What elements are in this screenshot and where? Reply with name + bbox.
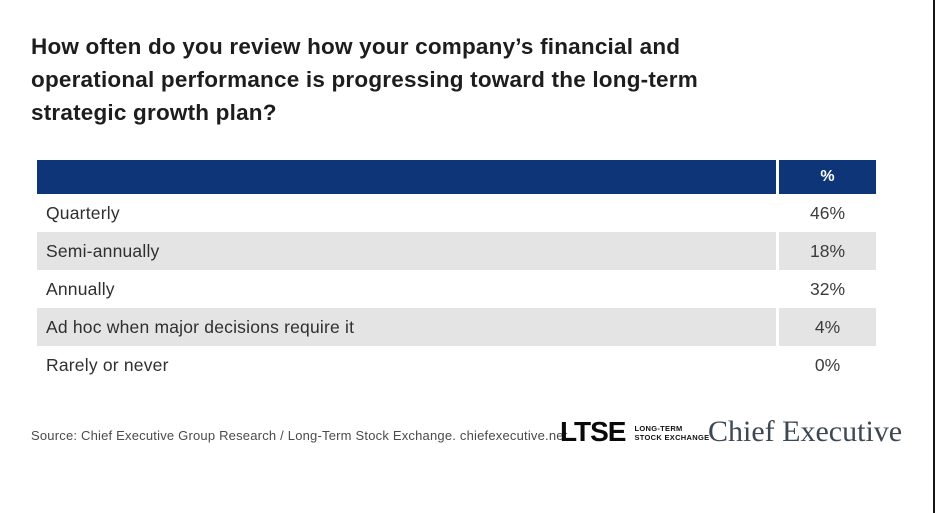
ltse-wordmark: LTSE bbox=[560, 416, 626, 447]
table-row: Annually 32% bbox=[37, 270, 876, 308]
title-line-1: How often do you review how your company… bbox=[31, 34, 681, 59]
row-value: 4% bbox=[776, 308, 876, 346]
row-value: 18% bbox=[776, 232, 876, 270]
ltse-tagline: LONG-TERM STOCK EXCHANGE bbox=[634, 419, 709, 442]
row-label: Annually bbox=[46, 278, 115, 299]
row-label: Quarterly bbox=[46, 202, 120, 223]
row-value: 32% bbox=[776, 270, 876, 308]
header-percent-cell: % bbox=[776, 160, 876, 194]
table-row: Quarterly 46% bbox=[37, 194, 876, 232]
results-table: % Quarterly 46% Semi-annually 18% Annual… bbox=[37, 160, 876, 384]
window-right-border bbox=[933, 0, 935, 513]
table-header-row: % bbox=[37, 160, 876, 194]
title-line-3: strategic growth plan? bbox=[31, 100, 277, 125]
row-value: 46% bbox=[776, 194, 876, 232]
table-row: Semi-annually 18% bbox=[37, 232, 876, 270]
table-row: Rarely or never 0% bbox=[37, 346, 876, 384]
ltse-tagline-line-2: STOCK EXCHANGE bbox=[634, 433, 710, 442]
row-label: Semi-annually bbox=[46, 240, 160, 261]
row-label: Rarely or never bbox=[46, 354, 169, 375]
chief-executive-logo: Chief Executive bbox=[708, 415, 903, 448]
ltse-tagline-line-1: LONG-TERM bbox=[634, 424, 683, 433]
header-label-cell bbox=[37, 160, 776, 194]
page-title: How often do you review how your company… bbox=[31, 30, 891, 129]
title-line-2: operational performance is progressing t… bbox=[31, 67, 698, 92]
table-row: Ad hoc when major decisions require it 4… bbox=[37, 308, 876, 346]
row-label: Ad hoc when major decisions require it bbox=[46, 316, 355, 337]
source-attribution: Source: Chief Executive Group Research /… bbox=[31, 428, 568, 443]
row-value: 0% bbox=[776, 346, 876, 384]
ltse-logo: LTSE LONG-TERM STOCK EXCHANGE bbox=[560, 416, 709, 447]
